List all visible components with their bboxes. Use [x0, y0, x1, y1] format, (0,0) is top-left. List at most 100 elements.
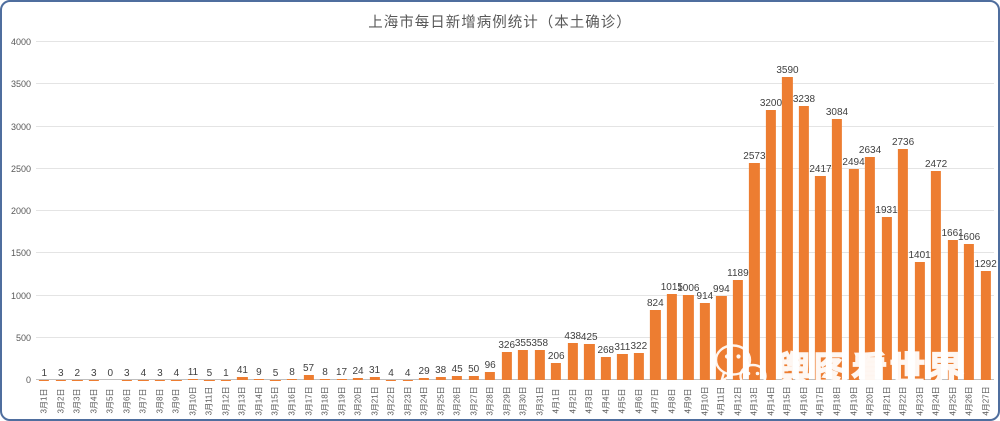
- bar: [352, 377, 364, 380]
- bar: [567, 343, 578, 380]
- x-tick-label: 3月7日: [138, 388, 148, 414]
- x-tick-label: 3月26日: [452, 386, 462, 416]
- bar-cell: 4: [168, 42, 185, 380]
- bar-value-label: 11: [187, 367, 199, 379]
- x-tick-label: 3月9日: [171, 388, 181, 414]
- x-tick: 3月17日: [300, 382, 317, 419]
- x-tick: 3月28日: [482, 382, 499, 419]
- bar-value-label: 3238: [792, 94, 816, 106]
- x-tick: 4月7日: [647, 382, 664, 419]
- x-tick-label: 3月3日: [72, 388, 82, 414]
- bar-value-label: 41: [236, 364, 248, 376]
- x-tick: 3月3日: [69, 382, 86, 419]
- gridline: [36, 294, 994, 296]
- x-tick-label: 4月12日: [733, 386, 743, 416]
- bar-cell: 914: [697, 42, 713, 380]
- y-tick-label: 2500: [10, 163, 31, 174]
- x-tick: 4月2日: [565, 382, 582, 419]
- bar: [237, 376, 248, 380]
- bar-value-label: 31: [369, 365, 381, 377]
- bar-value-label: 1015: [660, 282, 683, 294]
- bar-cell: 311: [614, 42, 631, 380]
- bar-value-label: 1: [223, 367, 229, 379]
- bar-cell: 3200: [760, 42, 782, 380]
- bar-cell: 3: [53, 42, 70, 380]
- x-tick-label: 4月21日: [882, 386, 892, 416]
- bar: [749, 162, 760, 380]
- x-tick-label: 3月16日: [287, 386, 297, 416]
- bar: [435, 376, 446, 380]
- bar-value-label: 1661: [941, 227, 964, 239]
- x-tick: 3月24日: [416, 382, 433, 419]
- x-tick: 4月13日: [746, 382, 763, 419]
- x-tick-label: 4月15日: [782, 386, 792, 416]
- x-tick: 4月11日: [713, 382, 730, 419]
- x-tick-label: 3月17日: [304, 386, 313, 416]
- bar: [782, 76, 793, 380]
- x-tick-label: 4月5日: [617, 388, 627, 414]
- bar-value-label: 2573: [743, 150, 766, 162]
- gridlines: [36, 41, 994, 380]
- x-tick-label: 4月3日: [584, 388, 594, 414]
- bar-value-label: 0: [107, 368, 114, 379]
- x-tick: 3月22日: [383, 382, 400, 419]
- bar: [815, 175, 826, 380]
- bar: [485, 371, 496, 380]
- gridline: [36, 252, 994, 254]
- bar-value-label: 1606: [958, 232, 981, 244]
- gridline: [36, 125, 994, 127]
- gridline: [36, 41, 994, 42]
- bar-cell: 1006: [677, 42, 699, 380]
- bar-value-label: 4: [140, 367, 147, 379]
- bar-value-label: 9: [256, 367, 262, 379]
- x-tick: 4月16日: [796, 382, 813, 419]
- bar-cell: 206: [548, 42, 565, 380]
- x-axis: 3月1日 3月2日 3月3日 3月4日 3月5日 3月6日 3月7日 3月8日 3月9日 3月10…: [36, 382, 994, 419]
- bar: [964, 244, 975, 380]
- bar-cell: 1292: [975, 42, 997, 380]
- bar-cell: 5: [267, 42, 284, 380]
- x-tick-label: 4月14日: [766, 386, 776, 416]
- x-tick: 4月19日: [845, 382, 862, 419]
- bar: [699, 302, 710, 380]
- bar-cell: 3: [152, 42, 169, 380]
- bar: [765, 109, 777, 380]
- bar: [418, 377, 430, 380]
- x-tick: 3月6日: [119, 382, 136, 419]
- x-tick-label: 3月27日: [469, 386, 479, 416]
- bar: [947, 239, 958, 380]
- bar: [534, 349, 545, 380]
- x-tick: 4月23日: [911, 382, 928, 419]
- bar-cell: 2417: [809, 42, 832, 380]
- chart-title: 上海市每日新增病例统计（本土确诊）: [368, 15, 632, 31]
- bar-cell: 2736: [892, 42, 914, 380]
- bar-cell: 4: [135, 42, 152, 380]
- x-tick: 3月19日: [333, 382, 350, 419]
- bar-cell: 8: [284, 42, 301, 380]
- bar-cell: 358: [531, 42, 548, 380]
- x-tick: 4月21日: [878, 382, 895, 419]
- x-tick: 4月6日: [631, 382, 648, 419]
- bar-value-label: 3084: [825, 107, 849, 119]
- x-tick: 3月13日: [234, 382, 251, 419]
- x-tick: 3月31日: [531, 382, 548, 419]
- bar: [732, 279, 744, 380]
- x-tick-label: 3月15日: [270, 386, 280, 416]
- bar-value-label: 5: [272, 367, 279, 379]
- x-tick-label: 3月31日: [535, 386, 545, 416]
- x-tick: 4月17日: [812, 382, 829, 419]
- bar-value-label: 3: [91, 367, 97, 379]
- x-tick: 4月9日: [680, 382, 697, 419]
- bar-value-label: 994: [713, 284, 730, 296]
- bar-cell: 96: [482, 42, 499, 380]
- x-tick: 3月27日: [465, 382, 482, 419]
- bar: [319, 379, 331, 380]
- bar-value-label: 2417: [809, 163, 832, 175]
- bar: [864, 157, 876, 380]
- bar: [633, 352, 644, 380]
- x-tick: 3月29日: [498, 382, 515, 419]
- bar-cell: 3590: [776, 42, 799, 380]
- bar: [551, 362, 562, 380]
- bar: [683, 295, 694, 380]
- bars-container: 1 3 2 3 0 3 4 3 4 11 5 1 41 9 5 8 57 8 17 24 31 4 4 29 38 45 50 96 3…: [36, 42, 997, 380]
